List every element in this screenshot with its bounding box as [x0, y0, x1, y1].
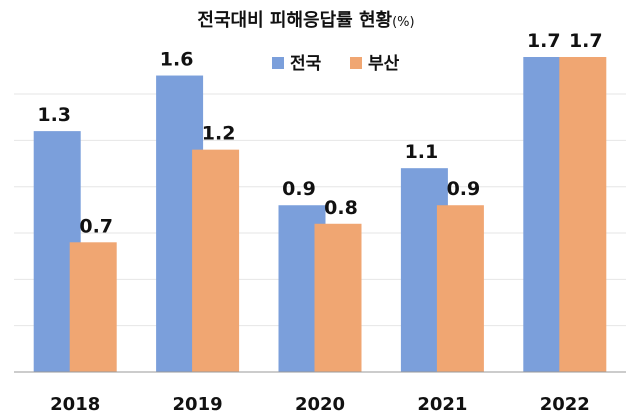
x-axis-ticks: 2018 2019 2020 2021 2022	[50, 394, 590, 415]
chart-title-unit: (%)	[392, 15, 415, 30]
x-tick-label-2019: 2019	[173, 394, 223, 415]
x-tick-label-2020: 2020	[295, 394, 345, 415]
data-label-jeonguk-2020: 0.9	[282, 178, 316, 200]
bar-busan-2018	[69, 242, 117, 372]
x-tick-label-2021: 2021	[417, 394, 467, 415]
legend-label-jeonguk: 전국	[290, 54, 322, 74]
bars	[33, 57, 607, 372]
data-label-busan-2022: 1.7	[569, 30, 603, 52]
legend-swatch-busan	[350, 57, 362, 69]
x-tick-label-2022: 2022	[540, 394, 590, 415]
data-labels: 1.3 0.7 1.6 1.2 0.9 0.8 1.1 0.9 1.7 1.7	[37, 30, 602, 237]
chart-title: 전국대비 피해응답률 현황(%)	[197, 10, 414, 31]
legend: 전국 부산	[272, 54, 400, 74]
data-label-busan-2021: 0.9	[447, 178, 481, 200]
data-label-jeonguk-2019: 1.6	[160, 49, 194, 71]
data-label-busan-2019: 1.2	[202, 123, 236, 145]
data-label-busan-2018: 0.7	[79, 215, 113, 237]
data-label-jeonguk-2018: 1.3	[37, 104, 71, 126]
bar-busan-2022	[559, 57, 607, 372]
legend-swatch-jeonguk	[272, 57, 284, 69]
data-label-jeonguk-2022: 1.7	[527, 30, 561, 52]
x-tick-label-2018: 2018	[50, 394, 100, 415]
bar-busan-2020	[314, 223, 362, 372]
bar-busan-2019	[192, 149, 240, 372]
bar-busan-2021	[436, 205, 484, 372]
data-label-jeonguk-2021: 1.1	[405, 141, 439, 163]
legend-label-busan: 부산	[368, 54, 400, 74]
chart-title-main: 전국대비 피해응답률 현황	[197, 10, 392, 31]
data-label-busan-2020: 0.8	[324, 197, 358, 219]
